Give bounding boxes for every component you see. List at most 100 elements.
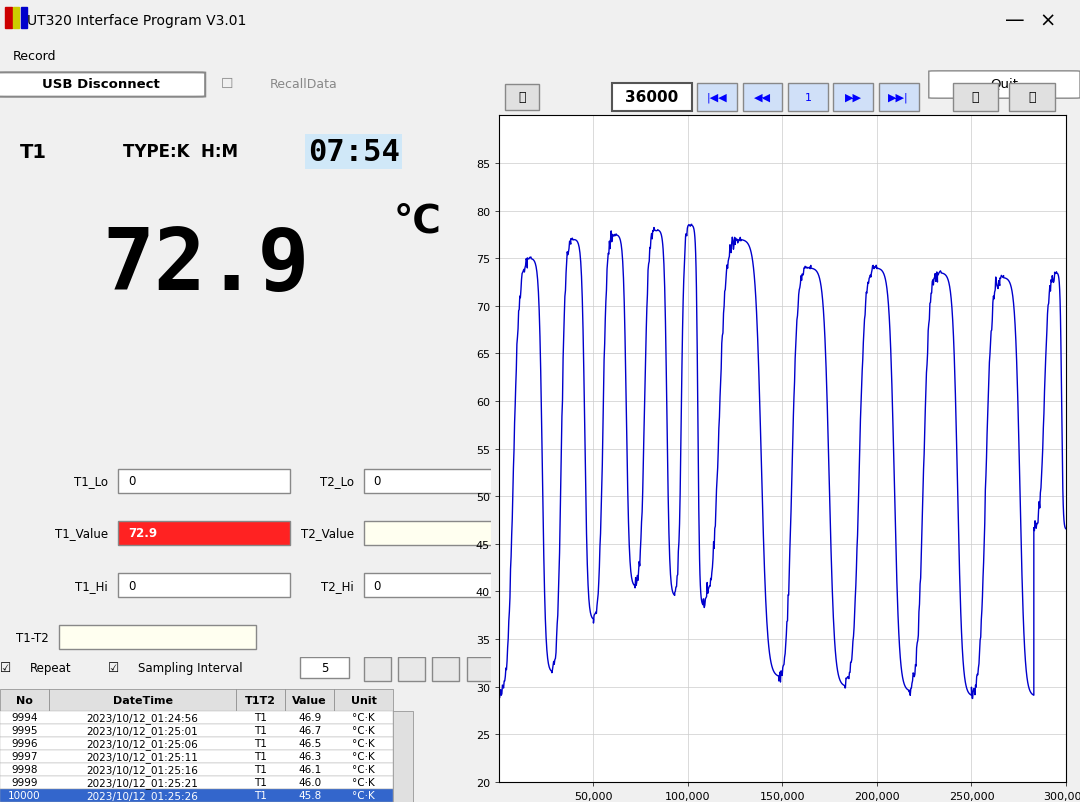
FancyBboxPatch shape bbox=[0, 724, 393, 737]
Text: °C·K: °C·K bbox=[352, 739, 375, 748]
Text: °C·K: °C·K bbox=[352, 726, 375, 735]
Text: °C·K: °C·K bbox=[352, 777, 375, 788]
Text: 9995: 9995 bbox=[11, 726, 38, 735]
Text: 9999: 9999 bbox=[11, 777, 38, 788]
Text: T1: T1 bbox=[19, 143, 46, 162]
Text: 0: 0 bbox=[127, 475, 135, 488]
FancyBboxPatch shape bbox=[879, 83, 918, 112]
FancyBboxPatch shape bbox=[467, 658, 494, 681]
FancyBboxPatch shape bbox=[235, 690, 285, 711]
FancyBboxPatch shape bbox=[788, 83, 828, 112]
Text: 5: 5 bbox=[321, 662, 328, 674]
Text: °C·K: °C·K bbox=[352, 791, 375, 800]
Text: 1: 1 bbox=[805, 93, 811, 103]
FancyBboxPatch shape bbox=[953, 83, 998, 112]
Text: 2023/10/12_01:25:11: 2023/10/12_01:25:11 bbox=[86, 751, 199, 762]
Text: 2023/10/12_01:25:26: 2023/10/12_01:25:26 bbox=[86, 790, 199, 801]
Text: ×: × bbox=[1039, 11, 1056, 30]
Text: —: — bbox=[1005, 11, 1025, 30]
Text: ▶▶: ▶▶ bbox=[845, 93, 862, 103]
Text: 72.9: 72.9 bbox=[127, 527, 157, 540]
Text: ▶▶|: ▶▶| bbox=[889, 92, 909, 103]
Text: 💾: 💾 bbox=[1028, 91, 1036, 104]
FancyBboxPatch shape bbox=[0, 763, 393, 776]
Text: 36000: 36000 bbox=[625, 91, 678, 105]
Text: ☑: ☑ bbox=[108, 662, 120, 674]
Text: 07:54: 07:54 bbox=[308, 138, 400, 167]
Text: 46.0: 46.0 bbox=[298, 777, 321, 788]
Text: Record: Record bbox=[13, 50, 56, 63]
FancyBboxPatch shape bbox=[364, 658, 391, 681]
FancyBboxPatch shape bbox=[334, 690, 393, 711]
FancyBboxPatch shape bbox=[929, 71, 1080, 99]
FancyBboxPatch shape bbox=[393, 711, 413, 802]
FancyBboxPatch shape bbox=[50, 690, 235, 711]
FancyBboxPatch shape bbox=[612, 83, 692, 112]
FancyBboxPatch shape bbox=[300, 658, 349, 678]
Text: ◀◀: ◀◀ bbox=[754, 93, 771, 103]
FancyBboxPatch shape bbox=[0, 737, 393, 750]
Text: T1-T2: T1-T2 bbox=[16, 631, 50, 644]
Text: T1_Hi: T1_Hi bbox=[76, 579, 108, 592]
Text: ☑: ☑ bbox=[0, 662, 11, 674]
Text: 46.7: 46.7 bbox=[298, 726, 321, 735]
Text: T1: T1 bbox=[254, 764, 267, 775]
Text: 46.9: 46.9 bbox=[298, 712, 321, 723]
Text: T1_Value: T1_Value bbox=[55, 527, 108, 540]
FancyBboxPatch shape bbox=[0, 73, 205, 98]
Text: |◀◀: |◀◀ bbox=[707, 92, 728, 103]
Text: RecallData: RecallData bbox=[270, 78, 338, 91]
Text: Unit: Unit bbox=[351, 695, 377, 705]
FancyBboxPatch shape bbox=[504, 85, 539, 111]
Text: T2_Value: T2_Value bbox=[300, 527, 354, 540]
Text: 9996: 9996 bbox=[11, 739, 38, 748]
Bar bbox=[21, 8, 27, 29]
Text: 2023/10/12_01:25:01: 2023/10/12_01:25:01 bbox=[86, 725, 199, 736]
FancyBboxPatch shape bbox=[0, 776, 393, 789]
FancyBboxPatch shape bbox=[364, 573, 536, 597]
Text: °C·K: °C·K bbox=[352, 751, 375, 762]
Text: 2023/10/12_01:25:16: 2023/10/12_01:25:16 bbox=[86, 764, 199, 775]
Text: 9994: 9994 bbox=[11, 712, 38, 723]
FancyBboxPatch shape bbox=[698, 83, 737, 112]
Text: 45.8: 45.8 bbox=[298, 791, 321, 800]
FancyBboxPatch shape bbox=[0, 750, 393, 763]
Text: Repeat: Repeat bbox=[29, 662, 71, 674]
Text: °C·K: °C·K bbox=[352, 764, 375, 775]
Text: °C: °C bbox=[394, 203, 442, 241]
FancyBboxPatch shape bbox=[0, 789, 393, 802]
Text: 2023/10/12_01:25:21: 2023/10/12_01:25:21 bbox=[86, 777, 199, 788]
Text: 2023/10/12_01:24:56: 2023/10/12_01:24:56 bbox=[86, 712, 199, 723]
Text: 10000: 10000 bbox=[9, 791, 41, 800]
FancyBboxPatch shape bbox=[432, 658, 459, 681]
FancyBboxPatch shape bbox=[118, 573, 289, 597]
Text: 9997: 9997 bbox=[11, 751, 38, 762]
FancyBboxPatch shape bbox=[0, 690, 50, 711]
Text: 46.1: 46.1 bbox=[298, 764, 321, 775]
Text: USB Disconnect: USB Disconnect bbox=[41, 78, 160, 91]
FancyBboxPatch shape bbox=[285, 690, 334, 711]
Text: T1: T1 bbox=[254, 777, 267, 788]
Text: 📄: 📄 bbox=[972, 91, 978, 104]
Text: T2_Lo: T2_Lo bbox=[320, 475, 354, 488]
Text: DateTime: DateTime bbox=[112, 695, 173, 705]
Text: T1T2: T1T2 bbox=[245, 695, 276, 705]
Text: 🖥: 🖥 bbox=[518, 91, 525, 104]
Text: 46.5: 46.5 bbox=[298, 739, 321, 748]
Text: Value: Value bbox=[293, 695, 327, 705]
Text: TYPE:K  H:M: TYPE:K H:M bbox=[123, 144, 238, 161]
Text: 2023/10/12_01:25:06: 2023/10/12_01:25:06 bbox=[86, 738, 199, 749]
FancyBboxPatch shape bbox=[59, 626, 256, 650]
Text: Sampling Interval: Sampling Interval bbox=[137, 662, 242, 674]
Text: Quit: Quit bbox=[990, 78, 1018, 91]
FancyBboxPatch shape bbox=[364, 469, 536, 493]
Text: UT320 Interface Program V3.01: UT320 Interface Program V3.01 bbox=[27, 14, 246, 28]
Bar bbox=[5, 8, 12, 29]
Text: T1_Lo: T1_Lo bbox=[75, 475, 108, 488]
FancyBboxPatch shape bbox=[364, 521, 536, 545]
Text: T1: T1 bbox=[254, 751, 267, 762]
Text: 0: 0 bbox=[374, 579, 381, 592]
FancyBboxPatch shape bbox=[0, 711, 393, 724]
Text: T1: T1 bbox=[254, 712, 267, 723]
FancyBboxPatch shape bbox=[118, 469, 289, 493]
